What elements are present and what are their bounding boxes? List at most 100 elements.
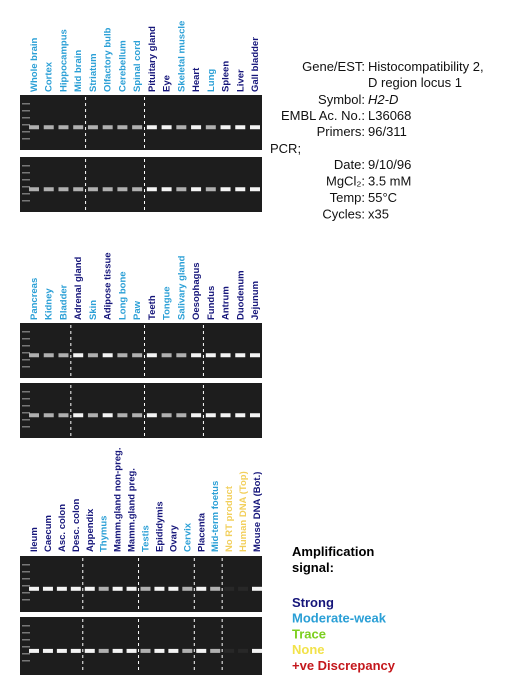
band [235,413,246,418]
ladder-band [22,391,30,393]
band [98,586,109,591]
band [102,187,113,192]
band [220,413,231,418]
band [126,648,137,653]
band [102,125,113,130]
band [56,586,67,591]
ladder-band [22,117,30,119]
info-value: 55°C [368,190,397,205]
info-value: 3.5 mM [368,174,411,189]
band [235,187,246,192]
band [87,353,98,358]
lane-label: Skeletal muscle [176,21,187,92]
lane-label: Oesophagus [191,262,202,320]
info-key: Primers: [317,124,365,139]
info-key: Gene/EST: [302,59,365,74]
ladder-band [22,186,30,188]
gel [20,617,262,675]
info-key: Symbol: [318,92,365,107]
band [132,187,143,192]
info-value: 9/10/96 [368,157,411,172]
ladder-band [22,165,30,167]
band [73,125,84,130]
ladder-band [22,592,30,594]
ladder-band [22,625,30,627]
lane-label: Adrenal gland [73,256,84,320]
band [252,648,262,653]
band [176,187,187,192]
band [87,413,98,418]
band [70,586,81,591]
info-key: Temp: [330,190,365,205]
ladder-band [22,646,30,648]
ladder-band [22,103,30,105]
band [84,586,95,591]
band [102,353,113,358]
band [235,353,246,358]
ladder-band [22,359,30,361]
band [29,187,39,192]
band [191,187,202,192]
band [146,413,157,418]
lane-label: Tongue [162,286,173,320]
lane-label: Long bone [117,271,128,320]
lane-label: Liver [235,69,246,92]
lane-label: Pituitary gland [147,26,158,92]
ladder-band [22,110,30,112]
band [182,586,193,591]
ladder-band [22,571,30,573]
lane-label: Skin [88,300,99,320]
band [146,353,157,358]
band [191,353,202,358]
band [29,586,39,591]
lane-label: Asc. colon [57,504,68,552]
ladder-band [22,632,30,634]
info-value: H2-D [368,92,398,107]
band [42,648,53,653]
band [250,413,260,418]
lane-label: Cervix [182,522,193,552]
ladder-band [22,578,30,580]
ladder-band [22,426,30,428]
band [250,125,260,130]
band [43,353,54,358]
band [58,353,69,358]
ladder-band [22,398,30,400]
band [252,586,262,591]
band [210,586,221,591]
band [29,353,39,358]
legend-title: signal: [292,560,334,575]
band [117,353,128,358]
band [161,353,172,358]
info-value: Histocompatibility 2, [368,59,484,74]
band [176,413,187,418]
lane-label: Adipose tissue [103,252,114,320]
band [220,353,231,358]
band [220,125,231,130]
lane-label: Duodenum [235,270,246,320]
ladder-band [22,639,30,641]
lane-label: Thymus [99,516,110,552]
band [58,125,69,130]
band [29,648,39,653]
lane-label: Teeth [147,295,158,320]
band [224,648,235,653]
lane-label: Mid-term foetus [210,481,221,552]
lane-label: Mamm.gland non-preg. [113,448,124,553]
lane-label: Caecum [43,515,54,552]
band [196,648,207,653]
band [56,648,67,653]
lane-label: Olfactory bulb [103,27,114,92]
ladder-band [22,352,30,354]
lane-label: Epididymis [154,501,165,552]
info-key: EMBL Ac. No.: [281,108,365,123]
band [87,187,98,192]
lane-label: Desc. colon [71,498,82,552]
band [224,586,235,591]
band [117,187,128,192]
band [161,187,172,192]
band [140,586,151,591]
band [112,648,123,653]
band [87,125,98,130]
